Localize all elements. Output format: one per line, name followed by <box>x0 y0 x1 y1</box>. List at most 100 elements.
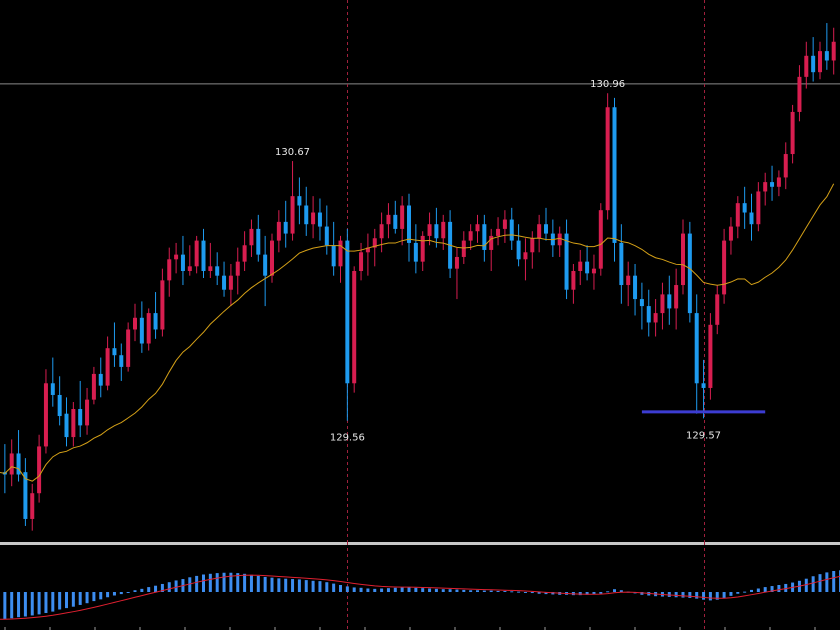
histogram-bar <box>325 582 329 592</box>
histogram-bar <box>756 588 760 592</box>
candle-body <box>728 226 733 241</box>
histogram-bar <box>818 574 822 592</box>
candle <box>345 228 350 421</box>
candle <box>187 245 192 276</box>
candle <box>407 193 411 262</box>
histogram-bar <box>811 576 815 592</box>
histogram-bar <box>400 587 404 592</box>
histogram-bar <box>99 592 103 600</box>
histogram-bar <box>140 588 144 592</box>
histogram-bar <box>743 591 747 593</box>
histogram-bar <box>112 592 116 596</box>
histogram-bar <box>832 571 836 592</box>
histogram-bar <box>462 589 466 592</box>
histogram-bar <box>777 585 781 592</box>
candle-body <box>496 228 501 236</box>
candle <box>37 434 42 503</box>
candle-body <box>434 224 439 239</box>
candle <box>585 245 590 281</box>
candle-body <box>681 233 685 286</box>
histogram-bar <box>10 592 14 619</box>
candle-body <box>585 261 590 274</box>
histogram-bar <box>263 576 267 592</box>
candle-body <box>119 355 124 367</box>
candle-body <box>619 242 624 286</box>
candle-body <box>612 107 617 243</box>
histogram-bar <box>37 592 41 615</box>
price-label: 129.56 <box>330 433 365 444</box>
candle-body <box>324 226 329 246</box>
panel-separator <box>0 542 840 545</box>
candle-body <box>201 240 206 271</box>
histogram-bar <box>537 592 541 594</box>
histogram-bar <box>770 586 774 592</box>
candle <box>119 343 124 381</box>
candle <box>153 292 158 339</box>
candle <box>317 198 322 241</box>
candle-body <box>653 313 658 323</box>
histogram-bar <box>736 592 740 594</box>
candle-body <box>639 299 644 307</box>
histogram-bar <box>174 580 178 592</box>
candle <box>653 299 658 337</box>
panel-separator-layer <box>0 542 840 545</box>
candle <box>297 177 302 225</box>
candle <box>605 93 610 220</box>
candle-body <box>194 240 199 267</box>
candle <box>434 207 439 248</box>
candle-body <box>180 254 185 271</box>
histogram-bar <box>51 592 55 612</box>
candle <box>544 207 548 241</box>
candle <box>626 261 631 307</box>
histogram-bar <box>126 592 130 593</box>
candle-body <box>824 51 829 61</box>
candle <box>564 219 569 300</box>
histogram-bar <box>236 573 240 592</box>
candle <box>146 308 151 351</box>
candle <box>468 224 473 250</box>
histogram-bar <box>585 592 589 595</box>
histogram-bar <box>503 590 507 592</box>
histogram-bar <box>160 583 164 592</box>
candle <box>427 212 432 246</box>
candle-body <box>365 247 370 253</box>
candle <box>71 401 76 447</box>
candle <box>797 65 802 122</box>
oscillator-chart[interactable] <box>0 542 840 630</box>
candle <box>283 200 288 248</box>
candle <box>9 439 14 487</box>
candle <box>365 233 370 276</box>
histogram-bar <box>784 583 788 592</box>
candle <box>126 322 131 372</box>
candle <box>454 247 459 300</box>
histogram-bar <box>256 575 260 592</box>
candle-body <box>489 235 494 250</box>
histogram-bar <box>674 592 678 598</box>
histogram-bar <box>592 592 596 595</box>
candle-body <box>708 324 713 388</box>
candle <box>674 268 679 330</box>
signal-line <box>0 574 840 620</box>
candle <box>222 261 227 297</box>
candle-body <box>228 275 233 290</box>
histogram-bar <box>407 587 411 592</box>
candle-body <box>242 245 247 262</box>
price-chart[interactable]: 130.67 129.56 130.96 129.57 <box>0 0 840 542</box>
candle-body <box>783 154 788 178</box>
histogram-bar <box>154 585 158 592</box>
candle-body <box>400 205 405 229</box>
candle-body <box>317 212 322 227</box>
histogram-bar <box>825 572 829 592</box>
candle <box>400 196 405 246</box>
candle <box>242 231 247 271</box>
histogram-bar <box>517 591 521 593</box>
candle <box>290 161 295 241</box>
candle-body <box>64 413 69 438</box>
histogram-bar <box>414 587 418 592</box>
histogram-bar <box>455 589 459 592</box>
moving-average-layer <box>0 183 835 482</box>
candle-body <box>407 205 411 243</box>
histogram-bar <box>133 590 137 592</box>
histogram-bar <box>428 588 432 592</box>
candle-body <box>646 306 651 323</box>
